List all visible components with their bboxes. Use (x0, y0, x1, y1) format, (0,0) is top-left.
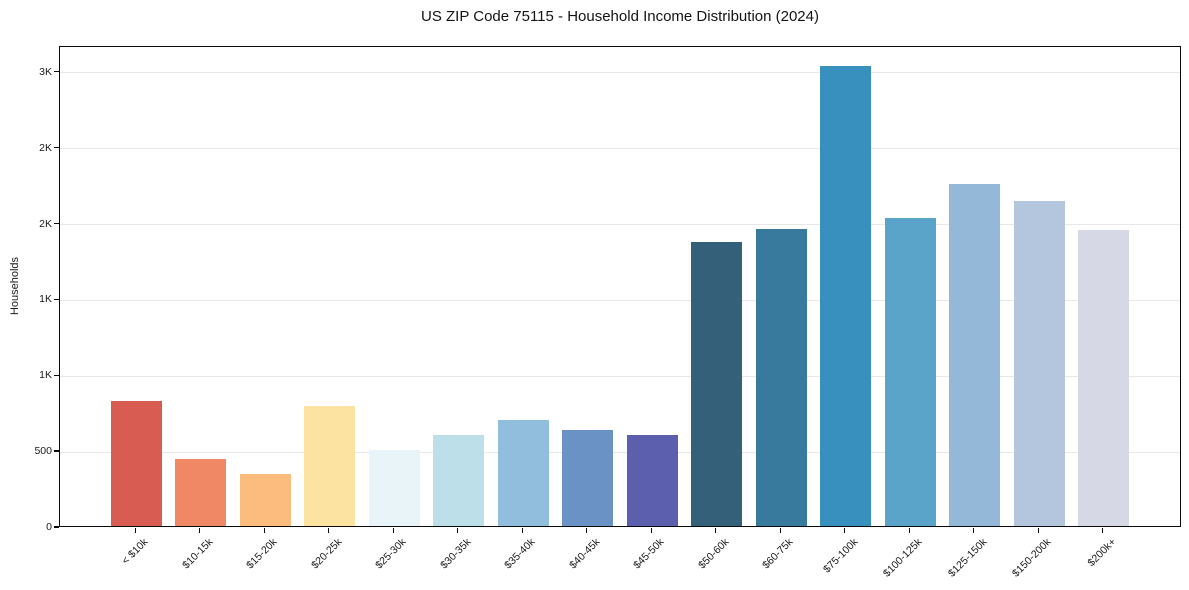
x-tick-label: $40-45k (566, 536, 603, 572)
x-tick-label: $45-50k (631, 536, 667, 572)
gridline (60, 224, 1180, 226)
x-tick-label: $10-15k (179, 536, 216, 572)
x-tick-mark (715, 527, 717, 533)
x-tick-mark (457, 527, 459, 533)
x-tick-mark (908, 527, 910, 533)
gridline (60, 148, 1180, 150)
x-tick-mark (263, 527, 265, 533)
y-tick-mark (54, 146, 59, 149)
x-tick-label: $30-35k (437, 536, 474, 572)
x-tick-mark (134, 527, 136, 533)
x-tick-label: $50-60k (695, 536, 732, 572)
bar (562, 429, 614, 526)
x-tick-label: < $10k (119, 536, 151, 567)
bar (175, 459, 227, 526)
y-tick-label: 1K (39, 369, 52, 382)
plot-area (59, 46, 1181, 527)
x-tick-mark (199, 527, 201, 533)
x-tick-mark (1037, 527, 1039, 533)
gridline (60, 299, 1180, 301)
chart-title: US ZIP Code 75115 - Household Income Dis… (421, 8, 819, 25)
y-tick-mark (54, 450, 59, 452)
bar (949, 183, 1001, 526)
x-tick-label: $100-125k (881, 536, 925, 580)
x-tick-mark (973, 527, 975, 533)
gridline (60, 375, 1180, 377)
bar (820, 66, 872, 526)
bar (110, 400, 162, 526)
y-tick-label: 0 (46, 521, 52, 533)
bar (884, 218, 936, 526)
bar (1078, 230, 1130, 526)
x-tick-label: $200k+ (1085, 536, 1119, 570)
bar (1013, 201, 1065, 526)
y-tick-label: 500 (34, 445, 52, 458)
bar (626, 435, 678, 526)
x-tick-label: $75-100k (820, 536, 861, 576)
x-tick-mark (392, 527, 394, 533)
y-tick-mark (54, 298, 59, 301)
bar (433, 435, 485, 526)
y-tick-mark (54, 374, 59, 376)
y-tick-label: 2K (39, 217, 52, 230)
x-tick-mark (844, 527, 846, 533)
y-tick-label: 3K (39, 65, 52, 78)
bar (755, 229, 807, 526)
x-tick-mark (586, 527, 588, 533)
bar (304, 406, 356, 526)
y-tick-mark (54, 526, 59, 528)
gridline (60, 72, 1180, 74)
bar (368, 450, 420, 526)
y-tick-mark (54, 71, 59, 73)
x-tick-mark (328, 527, 330, 533)
x-tick-mark (1102, 527, 1104, 533)
x-tick-label: $25-30k (373, 536, 409, 572)
x-tick-label: $125-150k (945, 536, 990, 580)
x-tick-label: $35-40k (502, 536, 538, 572)
x-tick-label: $60-75k (760, 536, 796, 572)
bar (691, 241, 743, 526)
y-tick-label: 2K (39, 141, 52, 154)
gridline (60, 451, 1180, 453)
bar (497, 419, 549, 526)
bar (239, 473, 291, 526)
x-tick-mark (521, 527, 523, 533)
y-tick-mark (54, 222, 59, 225)
x-tick-label: $150-200k (1010, 536, 1054, 580)
x-tick-label: $20-25k (308, 536, 345, 572)
x-tick-label: $15-20k (244, 536, 280, 572)
y-tick-label: 1K (39, 293, 52, 306)
x-tick-mark (779, 527, 781, 533)
x-tick-mark (650, 527, 652, 533)
